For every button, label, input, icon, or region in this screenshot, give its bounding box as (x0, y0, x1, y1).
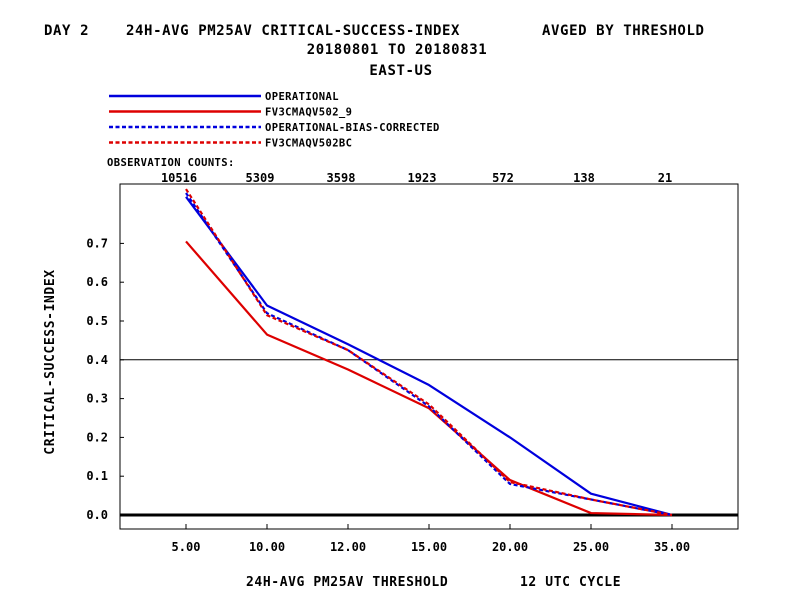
y-tick-label: 0.3 (86, 392, 108, 406)
y-tick-label: 0.4 (86, 353, 108, 367)
x-tick-label: 15.00 (411, 540, 447, 554)
legend-label: FV3CMAQV502_9 (265, 107, 352, 119)
observation-count: 5309 (246, 171, 275, 185)
x-tick-label: 20.00 (492, 540, 528, 554)
series-lines (185, 188, 673, 517)
chart-day-label: DAY 2 (44, 23, 89, 39)
x-axis: 5.00 10.00 12.00 15.00 20.00 25.00 35.00 (172, 524, 690, 554)
x-tick-label: 10.00 (249, 540, 285, 554)
y-tick-label: 0.7 (86, 236, 108, 250)
x-axis-cycle-note: 12 UTC CYCLE (520, 575, 621, 590)
x-tick-label: 12.00 (330, 540, 366, 554)
series-line (185, 192, 673, 517)
chart-averaging-label: AVGED BY THRESHOLD (542, 23, 705, 39)
chart-date-range: 20180801 TO 20180831 (307, 42, 488, 58)
y-tick-label: 0.2 (86, 430, 108, 444)
series-line (185, 240, 673, 517)
y-axis-label: CRITICAL-SUCCESS-INDEX (43, 269, 58, 454)
y-tick-label: 0.6 (86, 275, 108, 289)
legend-label: OPERATIONAL (265, 91, 339, 103)
y-tick-label: 0.0 (86, 508, 108, 522)
reference-lines (120, 359, 738, 517)
chart-title: 24H-AVG PM25AV CRITICAL-SUCCESS-INDEX (126, 23, 460, 39)
x-tick-label: 35.00 (654, 540, 690, 554)
y-axis: 0.0 0.1 0.2 0.3 0.4 0.5 0.6 0.7 (86, 236, 124, 522)
legend: OPERATIONAL FV3CMAQV502_9 OPERATIONAL-BIAS… (109, 91, 440, 150)
legend-label: FV3CMAQV502BC (265, 138, 352, 150)
series-line (185, 188, 673, 517)
observation-counts-label: OBSERVATION COUNTS: (107, 157, 235, 169)
observation-count: 572 (492, 171, 514, 185)
observation-count: 1923 (408, 171, 437, 185)
plot-frame (119, 183, 739, 530)
y-tick-label: 0.5 (86, 314, 108, 328)
observation-count: 10516 (161, 171, 197, 185)
observation-counts: 10516 5309 3598 1923 572 138 21 (161, 171, 672, 185)
x-tick-label: 25.00 (573, 540, 609, 554)
observation-count: 138 (573, 171, 595, 185)
chart-region: EAST-US (369, 63, 432, 79)
observation-count: 21 (658, 171, 672, 185)
x-axis-label: 24H-AVG PM25AV THRESHOLD (246, 575, 448, 590)
y-tick-label: 0.1 (86, 469, 108, 483)
series-line (185, 196, 673, 517)
x-tick-label: 5.00 (172, 540, 201, 554)
observation-count: 3598 (327, 171, 356, 185)
legend-label: OPERATIONAL-BIAS-CORRECTED (265, 122, 440, 134)
